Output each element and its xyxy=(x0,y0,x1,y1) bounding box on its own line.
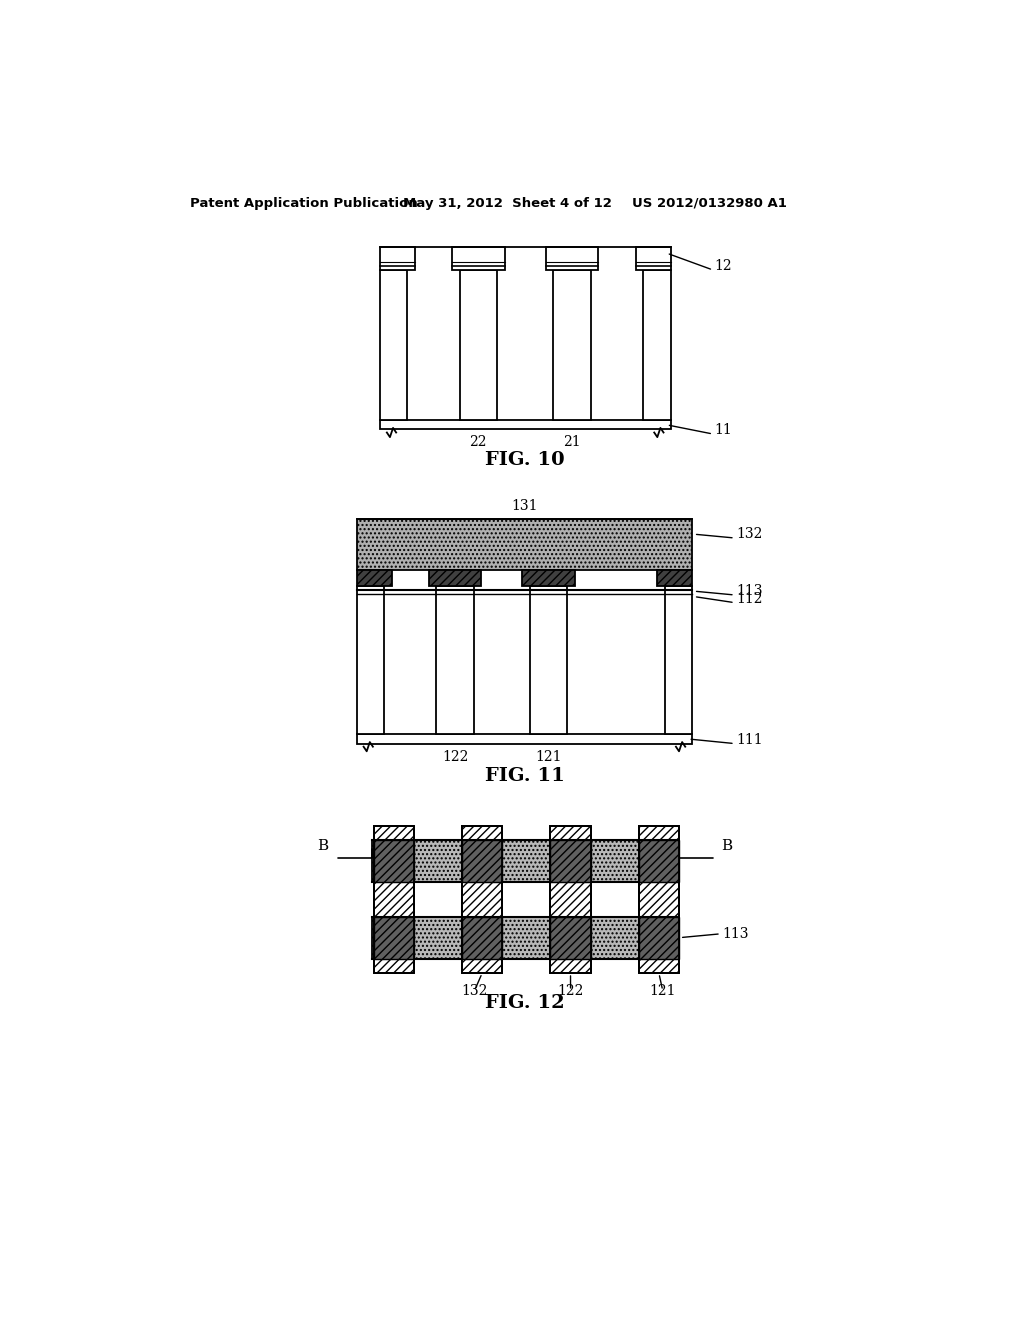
Text: 132: 132 xyxy=(461,983,487,998)
Text: 112: 112 xyxy=(736,591,763,606)
Polygon shape xyxy=(639,826,679,973)
Polygon shape xyxy=(643,271,671,420)
Polygon shape xyxy=(372,840,678,882)
Text: US 2012/0132980 A1: US 2012/0132980 A1 xyxy=(632,197,786,210)
Text: 21: 21 xyxy=(563,436,581,449)
Polygon shape xyxy=(657,570,692,586)
Polygon shape xyxy=(372,826,678,973)
Polygon shape xyxy=(380,271,407,420)
Polygon shape xyxy=(550,917,591,960)
Text: FIG. 12: FIG. 12 xyxy=(485,994,564,1012)
Polygon shape xyxy=(374,840,414,882)
Polygon shape xyxy=(550,840,591,882)
Polygon shape xyxy=(462,826,503,973)
Polygon shape xyxy=(356,734,692,743)
Text: 113: 113 xyxy=(722,927,749,941)
Polygon shape xyxy=(429,570,481,586)
Text: 12: 12 xyxy=(715,259,732,273)
Text: 111: 111 xyxy=(736,733,763,747)
Text: FIG. 10: FIG. 10 xyxy=(485,451,564,469)
Text: B: B xyxy=(722,840,733,853)
Polygon shape xyxy=(665,586,692,734)
Polygon shape xyxy=(462,840,503,882)
Text: 121: 121 xyxy=(536,750,562,763)
Text: 122: 122 xyxy=(442,750,468,763)
Text: 131: 131 xyxy=(512,499,538,512)
Polygon shape xyxy=(374,917,414,960)
Polygon shape xyxy=(356,519,692,570)
Text: 122: 122 xyxy=(557,983,584,998)
Polygon shape xyxy=(546,247,598,271)
Polygon shape xyxy=(380,420,671,429)
Polygon shape xyxy=(452,247,505,271)
Text: 132: 132 xyxy=(736,527,763,541)
Polygon shape xyxy=(462,917,503,960)
Polygon shape xyxy=(530,586,567,734)
Polygon shape xyxy=(550,826,591,973)
Text: FIG. 11: FIG. 11 xyxy=(484,767,565,784)
Polygon shape xyxy=(639,917,679,960)
Polygon shape xyxy=(356,586,384,734)
Polygon shape xyxy=(356,570,391,586)
Text: 11: 11 xyxy=(715,424,732,437)
Polygon shape xyxy=(380,247,415,271)
Text: 113: 113 xyxy=(736,585,763,598)
Text: 22: 22 xyxy=(470,436,487,449)
Polygon shape xyxy=(554,271,591,420)
Polygon shape xyxy=(522,570,575,586)
Polygon shape xyxy=(436,586,474,734)
Text: B: B xyxy=(317,840,329,853)
Text: Patent Application Publication: Patent Application Publication xyxy=(190,197,418,210)
Text: 121: 121 xyxy=(649,983,676,998)
Polygon shape xyxy=(372,917,678,960)
Polygon shape xyxy=(374,826,414,973)
Text: May 31, 2012  Sheet 4 of 12: May 31, 2012 Sheet 4 of 12 xyxy=(403,197,612,210)
Polygon shape xyxy=(639,840,679,882)
Polygon shape xyxy=(460,271,497,420)
Polygon shape xyxy=(636,247,671,271)
